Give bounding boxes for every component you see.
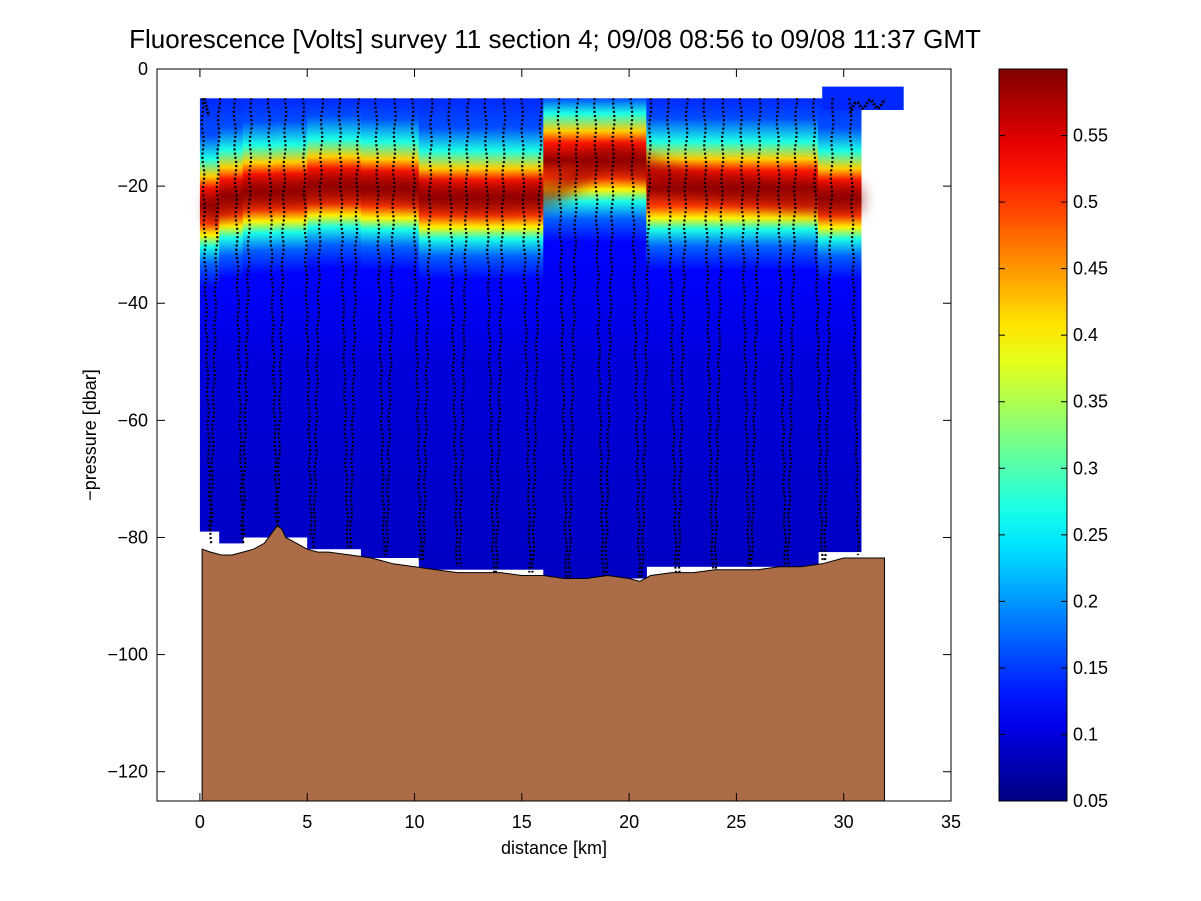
cast-profile: [604, 98, 616, 579]
colorbar-gradient: [998, 68, 1068, 802]
y-tick-label: −120: [107, 762, 148, 782]
x-tick-label: 35: [941, 812, 961, 832]
surface-trail-start: [202, 97, 211, 117]
cast-profile: [200, 98, 212, 532]
x-axis-label: distance [km]: [501, 838, 607, 858]
x-tick-label: 10: [404, 812, 424, 832]
seafloor-area: [201, 525, 885, 801]
chart-title: Fluorescence [Volts] survey 11 section 4…: [129, 24, 981, 54]
cast-markers: [200, 97, 886, 579]
cast-profile: [738, 98, 751, 567]
colorbar-min-label: 0.05: [1073, 791, 1108, 811]
colorbar-tick-label: 0.4: [1073, 325, 1098, 345]
fluorescence-field: [199, 86, 904, 579]
colorbar-tick-label: 0.15: [1073, 658, 1108, 678]
cast-profile: [775, 98, 787, 567]
cast-profile: [209, 98, 221, 544]
colorbar-tick-label: 0.5: [1073, 192, 1098, 212]
y-tick-label: −100: [107, 645, 148, 665]
cast-profile: [848, 98, 861, 556]
cast-profile: [385, 98, 397, 556]
cast-profile: [232, 98, 245, 544]
colorbar-tick-label: 0.3: [1073, 458, 1098, 478]
section-column: [360, 98, 420, 559]
colorbar-ticks: 0.1 0.15 0.2 0.25 0.3 0.35 0.4 0.45 0.5 0.55 0.05: [999, 126, 1108, 811]
section-column: [307, 98, 362, 550]
y-tick-label: −60: [117, 410, 148, 430]
y-tick-label: −40: [117, 293, 148, 313]
y-axis-label: −pressure [dbar]: [80, 369, 100, 501]
cast-profile: [786, 98, 799, 567]
cast-profile: [823, 98, 835, 562]
cast-profile: [556, 98, 568, 579]
section-column: [219, 98, 244, 544]
cast-profile: [374, 98, 386, 556]
x-tick-label: 25: [726, 812, 746, 832]
x-axis-ticks: 0 5 10 15 20 25 30 35: [195, 69, 961, 832]
x-tick-label: 20: [619, 812, 639, 832]
section-column: [418, 98, 544, 570]
colorbar-tick-label: 0.35: [1073, 392, 1108, 412]
x-tick-label: 15: [512, 812, 532, 832]
plot-content: [199, 86, 904, 801]
x-tick-label: 0: [195, 812, 205, 832]
cast-profile: [275, 98, 288, 532]
cast-profile: [458, 98, 470, 567]
x-tick-label: 5: [302, 812, 312, 832]
cast-profile: [421, 98, 434, 561]
section-column: [242, 98, 276, 538]
cast-profile: [749, 98, 762, 567]
y-tick-label: −20: [117, 176, 148, 196]
surface-patch: [822, 86, 904, 110]
colorbar-tick-label: 0.2: [1073, 591, 1098, 611]
chlorophyll-core: [206, 146, 863, 222]
colorbar-tick-label: 0.45: [1073, 259, 1108, 279]
y-axis-ticks: 0 −20 −40 −60 −80 −100 −120: [107, 59, 951, 782]
cast-profile: [410, 98, 423, 561]
cast-profile: [629, 98, 642, 579]
surface-trail: [848, 98, 886, 115]
x-tick-label: 30: [834, 812, 854, 832]
cast-profile: [567, 98, 580, 579]
colorbar-tick-label: 0.1: [1073, 724, 1098, 744]
colorbar: 0.1 0.15 0.2 0.25 0.3 0.35 0.4 0.45 0.5 0.55 0.05: [998, 68, 1108, 811]
plot-frame: [156, 68, 952, 802]
cast-profile: [593, 98, 605, 579]
colorbar-tick-label: 0.25: [1073, 525, 1108, 545]
section-column: [275, 98, 308, 538]
y-tick-label: 0: [138, 59, 148, 79]
colorbar-tick-label: 0.55: [1073, 126, 1108, 146]
y-tick-label: −80: [117, 527, 148, 547]
cast-profile: [447, 98, 459, 567]
cast-profile: [811, 98, 824, 561]
cast-profile: [640, 98, 653, 579]
